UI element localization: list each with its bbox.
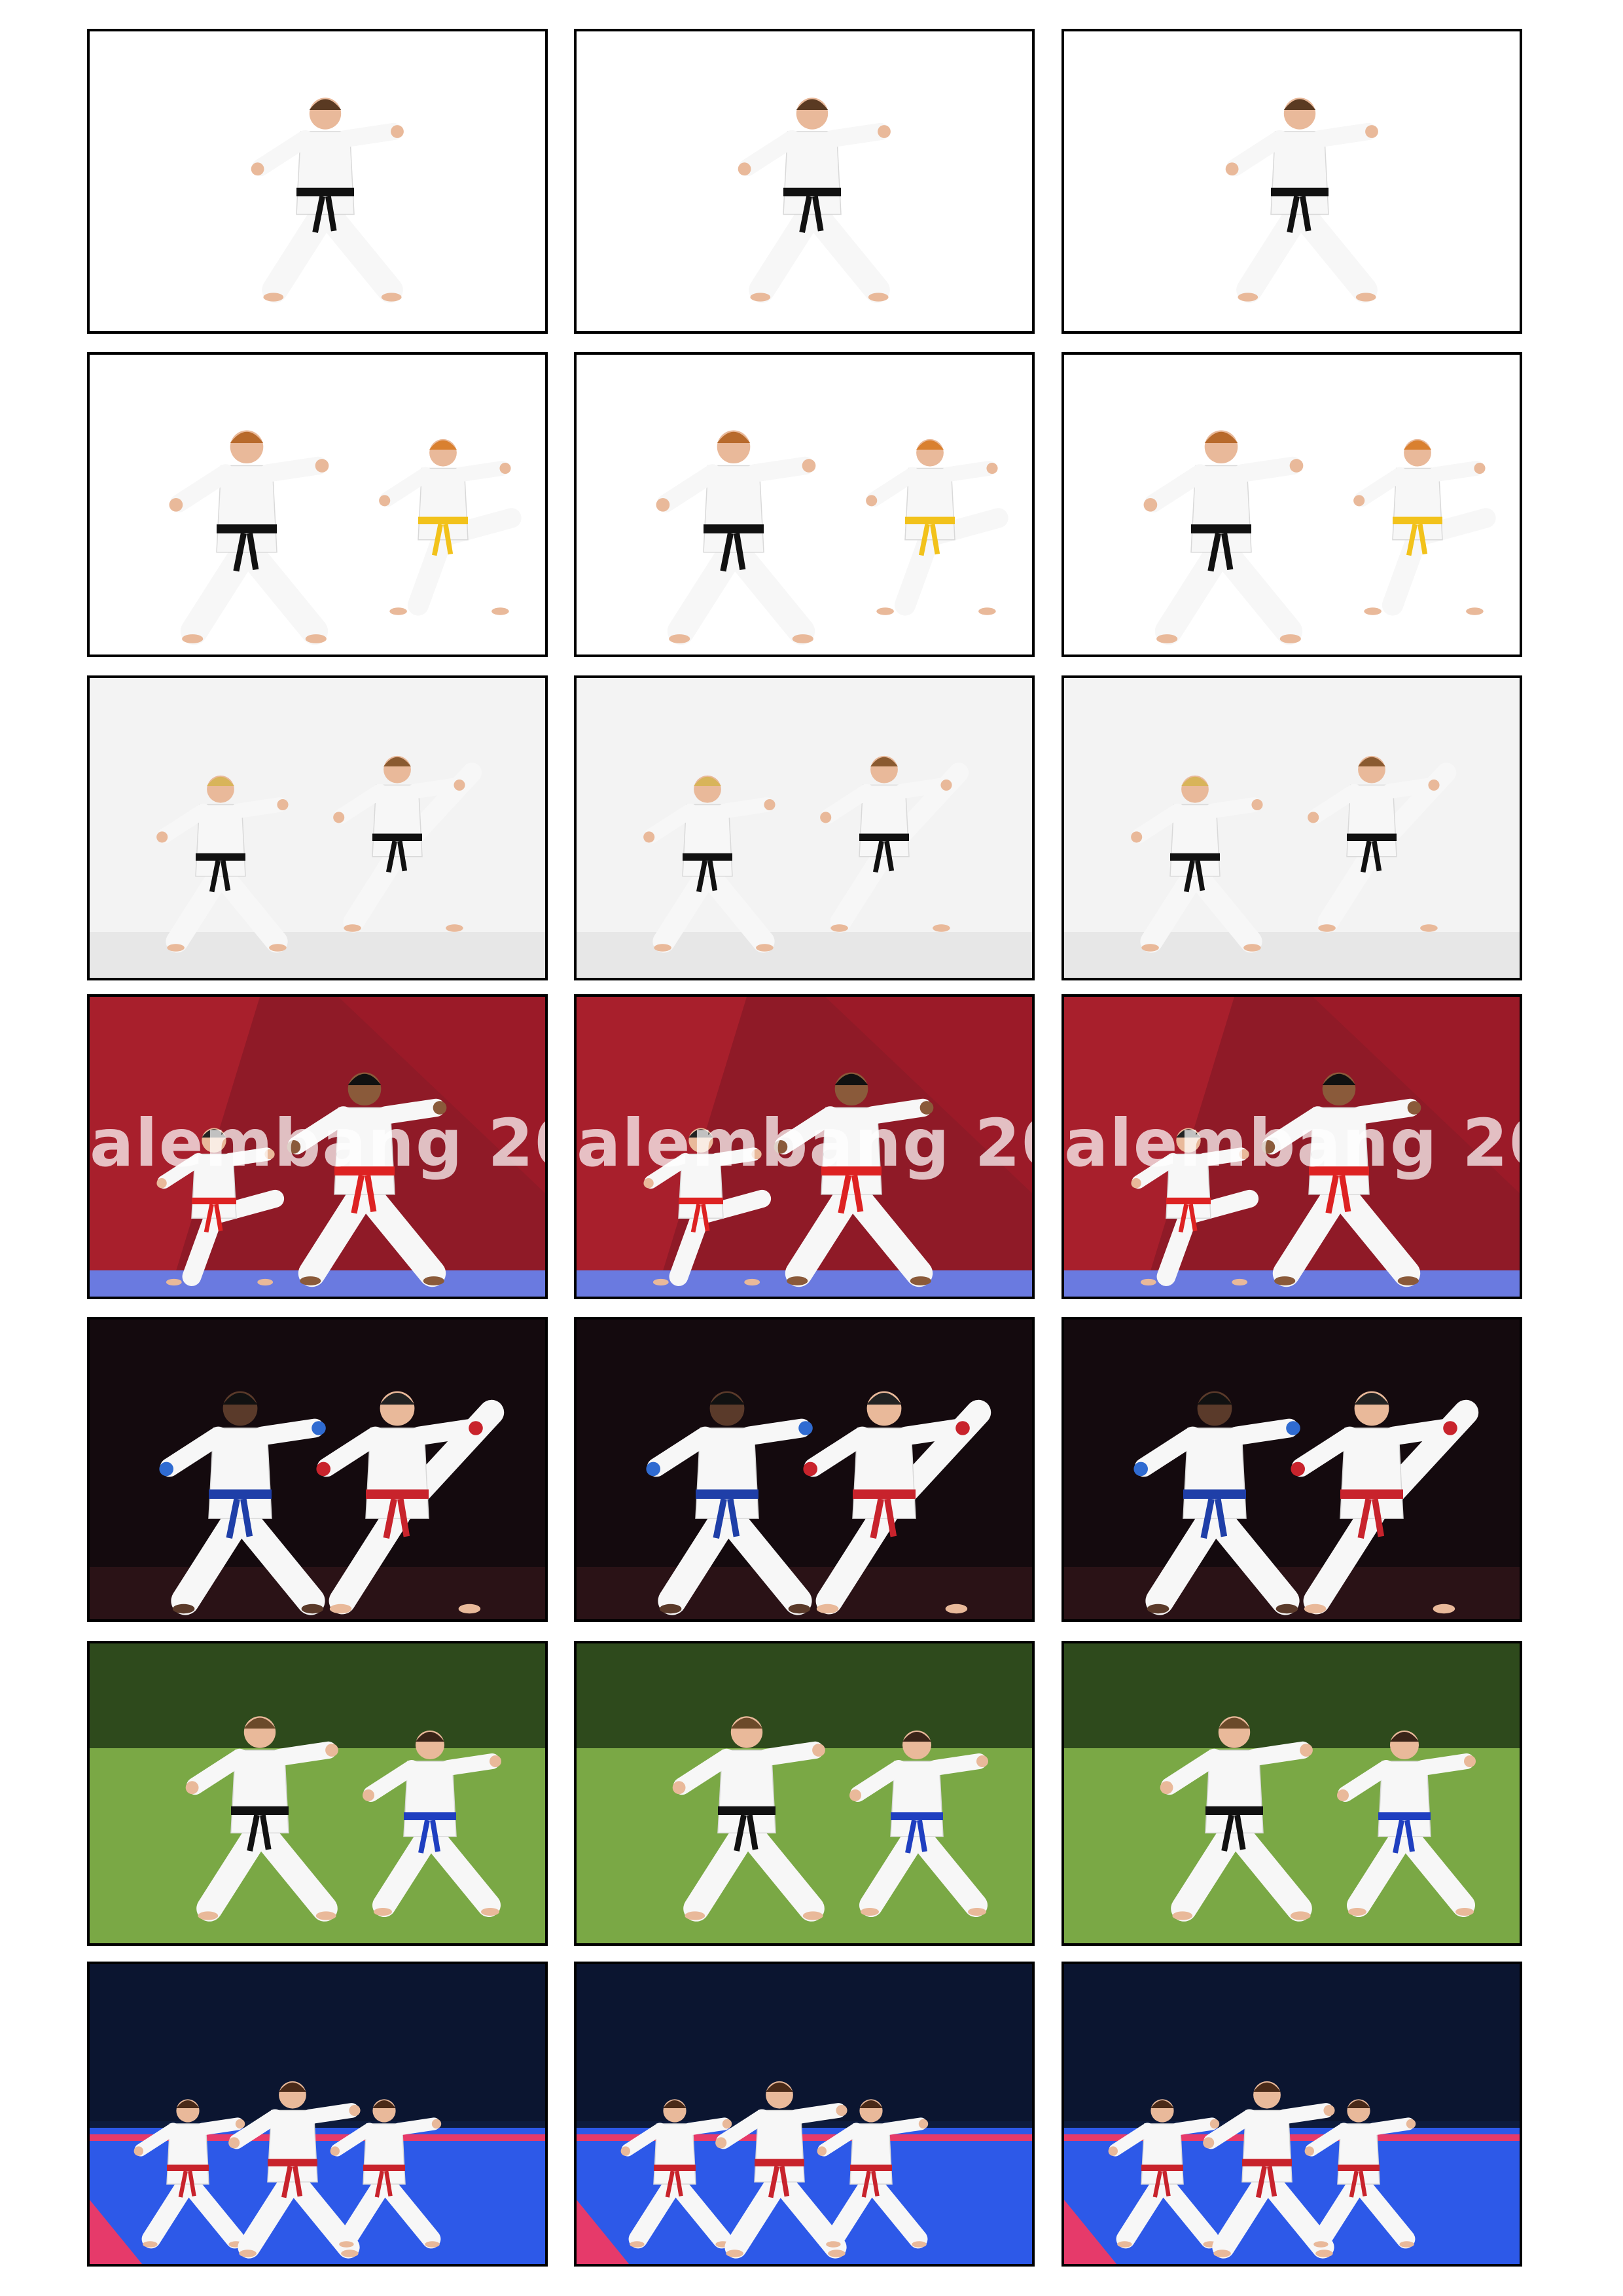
photo-women-high-kick	[574, 675, 1035, 980]
banner-text: alembang 20	[90, 1104, 548, 1181]
photo-outdoor-sparring	[1061, 1641, 1522, 1946]
photo-children-sparring	[574, 352, 1035, 657]
photo-children-sparring	[87, 352, 548, 657]
photo-single-black-belt-stance	[574, 29, 1035, 334]
banner-text: alembang 20	[1064, 1104, 1522, 1181]
photo-palembang-competition: alembang 20	[1061, 994, 1522, 1299]
photo-kumite-headkick	[87, 1317, 548, 1622]
photo-team-kata-arena	[1061, 1962, 1522, 2267]
photo-team-kata-arena	[87, 1962, 548, 2267]
photo-single-black-belt-stance	[1061, 29, 1522, 334]
photo-children-sparring	[1061, 352, 1522, 657]
photo-kumite-headkick	[1061, 1317, 1522, 1622]
banner-text: alembang 20	[577, 1104, 1035, 1181]
photo-palembang-competition: alembang 20	[87, 994, 548, 1299]
photo-outdoor-sparring	[87, 1641, 548, 1946]
photo-women-high-kick	[1061, 675, 1522, 980]
photo-kumite-headkick	[574, 1317, 1035, 1622]
photo-outdoor-sparring	[574, 1641, 1035, 1946]
photo-palembang-competition: alembang 20	[574, 994, 1035, 1299]
photo-single-black-belt-stance	[87, 29, 548, 334]
photo-team-kata-arena	[574, 1962, 1035, 2267]
photo-women-high-kick	[87, 675, 548, 980]
